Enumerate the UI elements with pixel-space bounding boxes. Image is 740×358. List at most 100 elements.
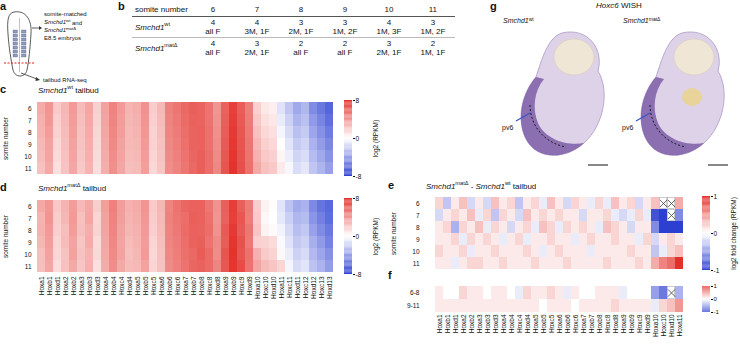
svg-text:Hoxd9: Hoxd9 [246,276,253,295]
svg-text:somite number: somite number [2,116,9,160]
svg-text:Hoxb8: Hoxb8 [198,276,205,295]
svg-text:Hoxa1: Hoxa1 [38,276,45,295]
svg-text:9: 9 [416,236,420,243]
svg-text:pv6: pv6 [502,124,513,132]
svg-text:9-11: 9-11 [407,302,420,309]
svg-text:pv6: pv6 [622,124,633,132]
svg-text:8: 8 [28,227,32,234]
svg-text:7: 7 [416,212,420,219]
svg-text:Hoxa7: Hoxa7 [182,276,189,295]
svg-text:10: 10 [412,248,420,255]
svg-text:Hoxc4: Hoxc4 [516,314,523,333]
svg-text:0: 0 [356,233,360,240]
svg-text:Hoxb3: Hoxb3 [86,276,93,295]
svg-text:Hoxa9: Hoxa9 [222,276,229,295]
svg-text:Hoxa11: Hoxa11 [676,314,683,336]
svg-text:Hoxd12: Hoxd12 [310,276,317,299]
svg-text:log2 (RPKM): log2 (RPKM) [372,120,380,157]
svg-text:Hoxa10: Hoxa10 [254,276,261,299]
svg-text:Hoxa3: Hoxa3 [476,314,483,333]
svg-text:1: 1 [714,283,718,289]
svg-text:Hoxd3: Hoxd3 [492,314,499,333]
svg-text:Hoxd4: Hoxd4 [524,314,531,333]
svg-text:0: 0 [714,230,718,237]
svg-text:Hoxc8: Hoxc8 [604,314,611,333]
svg-text:9: 9 [28,141,32,148]
svg-text:0: 0 [356,135,360,142]
svg-text:1: 1 [714,193,718,200]
svg-text:Hoxb1: Hoxb1 [46,276,53,295]
svg-text:Hoxa1: Hoxa1 [436,314,443,333]
svg-text:log2 fold change (RPKM): log2 fold change (RPKM) [730,197,738,270]
svg-text:Hoxc5: Hoxc5 [548,314,555,333]
svg-text:Hoxb6: Hoxb6 [564,314,571,333]
svg-text:Hoxa6: Hoxa6 [158,276,165,295]
svg-text:Hoxa2: Hoxa2 [460,314,467,333]
svg-text:11: 11 [25,165,32,172]
svg-text:Hoxb2: Hoxb2 [70,276,77,295]
svg-text:Hoxb4: Hoxb4 [508,314,515,333]
svg-text:Hoxc12: Hoxc12 [302,276,309,298]
svg-text:6-8: 6-8 [410,289,420,296]
svg-text:Hoxc13: Hoxc13 [318,276,325,298]
svg-text:Hoxc8: Hoxc8 [206,276,213,295]
svg-text:Hoxd11: Hoxd11 [294,276,301,298]
svg-text:Hoxa4: Hoxa4 [500,314,507,333]
svg-text:Hoxb7: Hoxb7 [588,314,595,333]
svg-text:Hoxa5: Hoxa5 [134,276,141,295]
svg-text:Hoxc10: Hoxc10 [262,276,269,298]
svg-text:Hoxc11: Hoxc11 [286,276,293,298]
svg-text:Hoxa9: Hoxa9 [620,314,627,333]
svg-text:Hoxd8: Hoxd8 [214,276,221,295]
svg-text:Hoxd9: Hoxd9 [644,314,651,333]
svg-text:Hoxb2: Hoxb2 [468,314,475,333]
svg-text:Hoxd3: Hoxd3 [94,276,101,295]
svg-text:Hoxb5: Hoxb5 [540,314,547,333]
svg-text:Hoxd10: Hoxd10 [270,276,277,299]
svg-text:6: 6 [416,200,420,207]
svg-text:Hoxd13: Hoxd13 [326,276,333,299]
svg-text:Smchd1matΔ: Smchd1matΔ [623,16,661,24]
svg-text:11: 11 [413,260,420,267]
svg-text:7: 7 [28,117,32,124]
svg-text:Hoxb8: Hoxb8 [596,314,603,333]
svg-text:Hoxa2: Hoxa2 [62,276,69,295]
svg-text:8: 8 [356,97,360,104]
svg-text:Hoxb3: Hoxb3 [484,314,491,333]
svg-text:Hoxb4: Hoxb4 [110,276,117,295]
svg-text:Hoxc10: Hoxc10 [660,314,667,336]
svg-text:-1: -1 [714,267,720,274]
svg-text:Hoxa3: Hoxa3 [78,276,85,295]
svg-text:Hoxb5: Hoxb5 [142,276,149,295]
svg-text:Hoxa10: Hoxa10 [652,314,659,337]
svg-text:Hoxb7: Hoxb7 [190,276,197,295]
svg-text:-8: -8 [356,271,362,278]
svg-text:Hoxd10: Hoxd10 [668,314,675,337]
svg-text:Hoxc9: Hoxc9 [636,314,643,333]
svg-text:10: 10 [24,153,32,160]
svg-text:9: 9 [28,239,32,246]
svg-text:tailbud RNA-seq: tailbud RNA-seq [43,77,87,83]
svg-text:Hoxb9: Hoxb9 [628,314,635,333]
svg-text:Hoxb1: Hoxb1 [444,314,451,333]
svg-text:8: 8 [28,129,32,136]
svg-text:Hoxa7: Hoxa7 [580,314,587,333]
svg-text:Hoxc6: Hoxc6 [572,314,579,333]
svg-text:Hoxc4: Hoxc4 [118,276,125,295]
svg-text:Hoxd4: Hoxd4 [126,276,133,295]
svg-text:somite number: somite number [390,211,397,255]
svg-text:Smchd1wt: Smchd1wt [503,16,534,24]
svg-text:10: 10 [24,251,32,258]
svg-text:Hoxa5: Hoxa5 [532,314,539,333]
svg-text:6: 6 [28,203,32,210]
svg-text:Smchd1wt and: Smchd1wt and [44,18,82,25]
svg-text:Hoxa4: Hoxa4 [102,276,109,295]
svg-text:somite number: somite number [2,214,9,258]
svg-text:-8: -8 [356,173,362,180]
svg-text:Hoxc5: Hoxc5 [150,276,157,295]
svg-text:8: 8 [356,195,360,202]
svg-text:7: 7 [28,215,32,222]
svg-text:somite-matched: somite-matched [44,11,87,17]
svg-text:6: 6 [28,105,32,112]
svg-text:Hoxd1: Hoxd1 [54,276,61,295]
